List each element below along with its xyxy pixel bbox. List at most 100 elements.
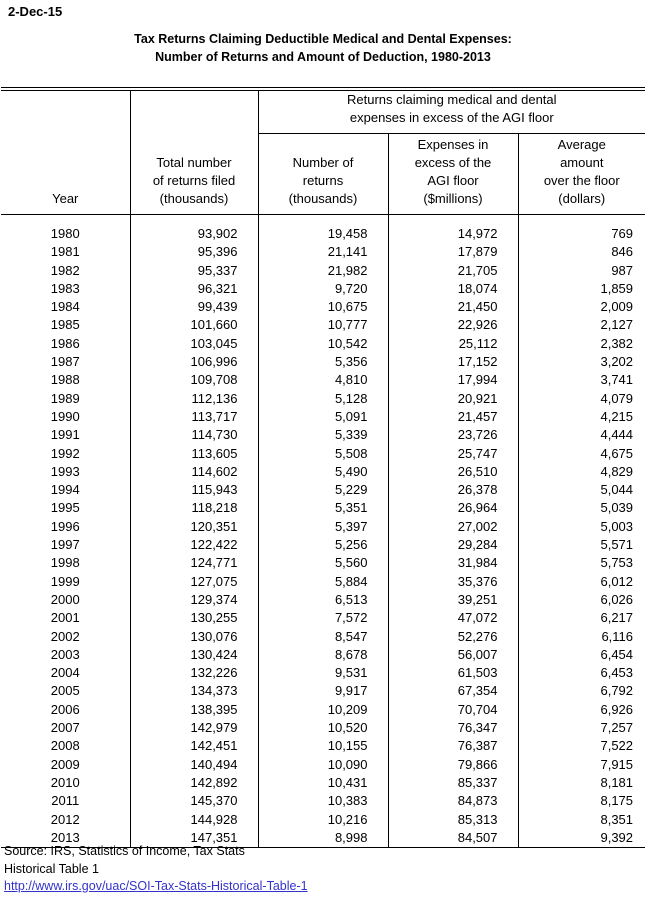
total-returns-cell: 93,902 <box>130 214 259 244</box>
average-amount-cell: 2,382 <box>600 335 634 351</box>
average-amount-cell: 4,079 <box>600 390 634 406</box>
total-returns-cell: 120,351 <box>130 517 259 537</box>
total-returns-cell: 130,255 <box>130 609 259 628</box>
expenses-cell: 52,276 <box>388 627 519 646</box>
table-row: 1982 95,337 21,982 21,705 987 <box>1 261 645 280</box>
total-returns-cell: 127,075 <box>130 572 259 591</box>
average-amount-cell: 8,175 <box>600 793 634 809</box>
table-row: 2002 130,076 8,547 52,276 6,116 <box>1 627 645 646</box>
column-group-header-returns-claiming: Returns claiming medical and dental expe… <box>258 91 646 134</box>
claiming-returns-cell: 4,810 <box>258 371 389 390</box>
page-title: Tax Returns Claiming Deductible Medical … <box>134 32 512 64</box>
total-returns-cell: 122,422 <box>130 536 259 555</box>
year-cell: 1996 <box>1 517 131 537</box>
year-cell: 2000 <box>1 590 131 610</box>
expenses-cell: 23,726 <box>388 426 519 445</box>
average-amount-cell: 6,926 <box>600 701 634 717</box>
year-cell: 1980 <box>1 214 131 244</box>
average-amount-cell: 2,009 <box>600 299 634 315</box>
total-returns-cell: 99,439 <box>130 298 259 317</box>
average-amount-cell: 5,003 <box>600 518 634 534</box>
table-row: 1980 93,902 19,458 14,972 769 <box>1 214 645 244</box>
table-row: 2008 142,451 10,155 76,387 7,522 <box>1 737 645 756</box>
year-cell: 2006 <box>1 700 131 720</box>
table-row: 2010 142,892 10,431 85,337 8,181 <box>1 773 645 793</box>
total-returns-cell: 129,374 <box>130 590 259 610</box>
average-amount-cell: 5,753 <box>600 555 634 571</box>
average-amount-cell: 2,127 <box>600 317 634 333</box>
expenses-cell: 21,705 <box>388 261 519 280</box>
average-amount-cell: 3,741 <box>600 372 634 388</box>
expenses-cell: 85,337 <box>388 773 519 793</box>
expenses-cell: 20,921 <box>388 389 519 408</box>
table-row: 2005 134,373 9,917 67,354 6,792 <box>1 682 645 701</box>
total-returns-cell: 114,730 <box>130 426 259 445</box>
total-returns-cell: 147,351 <box>130 828 259 849</box>
column-header-total-returns: Total number of returns filed (thousands… <box>130 91 259 215</box>
claiming-returns-cell: 10,431 <box>258 773 389 793</box>
year-cell: 1992 <box>1 444 131 463</box>
expenses-cell: 26,510 <box>388 462 519 482</box>
year-cell: 1999 <box>1 572 131 591</box>
table-row: 1986 103,045 10,542 25,112 2,382 <box>1 334 645 354</box>
average-amount-cell: 8,181 <box>600 774 634 790</box>
claiming-returns-cell: 10,090 <box>258 755 389 774</box>
expenses-cell: 39,251 <box>388 590 519 610</box>
average-amount-cell: 6,012 <box>600 573 634 589</box>
expenses-cell: 70,704 <box>388 700 519 720</box>
year-cell: 1991 <box>1 426 131 445</box>
table-row: 2009 140,494 10,090 79,866 7,915 <box>1 755 645 774</box>
claiming-returns-cell: 5,397 <box>258 517 389 537</box>
expenses-cell: 21,450 <box>388 298 519 317</box>
total-returns-cell: 142,892 <box>130 773 259 793</box>
total-returns-cell: 145,370 <box>130 792 259 811</box>
average-amount-cell: 6,454 <box>600 646 634 662</box>
claiming-returns-cell: 5,256 <box>258 536 389 555</box>
average-amount-cell: 769 <box>611 226 634 241</box>
expenses-cell: 29,284 <box>388 536 519 555</box>
average-amount-cell: 4,829 <box>600 463 634 479</box>
table-row: 1988 109,708 4,810 17,994 3,741 <box>1 371 645 390</box>
claiming-returns-cell: 10,209 <box>258 700 389 720</box>
table-row: 1994 115,943 5,229 26,378 5,044 <box>1 481 645 500</box>
column-header-expenses-in-excess: Expenses in excess of the AGI floor ($mi… <box>388 133 519 215</box>
year-cell: 2004 <box>1 664 131 683</box>
expenses-cell: 76,387 <box>388 737 519 756</box>
average-amount-cell: 7,522 <box>600 738 634 754</box>
total-returns-cell: 134,373 <box>130 682 259 701</box>
total-returns-cell: 106,996 <box>130 353 259 372</box>
year-cell: 2002 <box>1 627 131 646</box>
year-cell: 2009 <box>1 755 131 774</box>
total-returns-cell: 113,717 <box>130 407 259 427</box>
table-row: 2011 145,370 10,383 84,873 8,175 <box>1 792 645 811</box>
average-amount-cell: 6,116 <box>601 628 634 644</box>
source-link[interactable]: http://www.irs.gov/uac/SOI-Tax-Stats-His… <box>4 879 308 893</box>
claiming-returns-cell: 9,917 <box>258 682 389 701</box>
year-cell: 2007 <box>1 719 131 738</box>
year-cell: 1990 <box>1 407 131 427</box>
data-table-container: Year Total number of returns filed (thou… <box>1 87 646 849</box>
table-row: 2004 132,226 9,531 61,503 6,453 <box>1 664 645 683</box>
average-amount-cell: 4,444 <box>600 427 634 443</box>
average-amount-cell: 5,039 <box>600 500 634 516</box>
table-row: 1984 99,439 10,675 21,450 2,009 <box>1 298 645 317</box>
average-amount-cell: 987 <box>611 262 634 278</box>
claiming-returns-cell: 5,091 <box>258 407 389 427</box>
medical-expenses-table: Year Total number of returns filed (thou… <box>1 91 646 849</box>
average-amount-cell: 5,044 <box>600 482 634 498</box>
year-cell: 1993 <box>1 462 131 482</box>
expenses-cell: 85,313 <box>388 810 519 829</box>
table-body: 1980 93,902 19,458 14,972 769 1981 95,396 21,14… <box>1 214 646 849</box>
table-row: 2013 147,351 8,998 84,507 9,392 <box>1 828 646 849</box>
table-row: 1985 101,660 10,777 22,926 2,127 <box>1 316 645 335</box>
table-row: 2001 130,255 7,572 47,072 6,217 <box>1 609 645 628</box>
total-returns-cell: 142,979 <box>130 719 259 738</box>
claiming-returns-cell: 9,531 <box>258 664 389 683</box>
expenses-cell: 31,984 <box>388 554 519 573</box>
table-row: 2003 130,424 8,678 56,007 6,454 <box>1 645 645 665</box>
claiming-returns-cell: 10,542 <box>258 334 389 354</box>
year-cell: 2001 <box>1 609 131 628</box>
year-cell: 1994 <box>1 481 131 500</box>
year-cell: 1982 <box>1 261 131 280</box>
average-amount-cell: 7,257 <box>600 720 634 736</box>
